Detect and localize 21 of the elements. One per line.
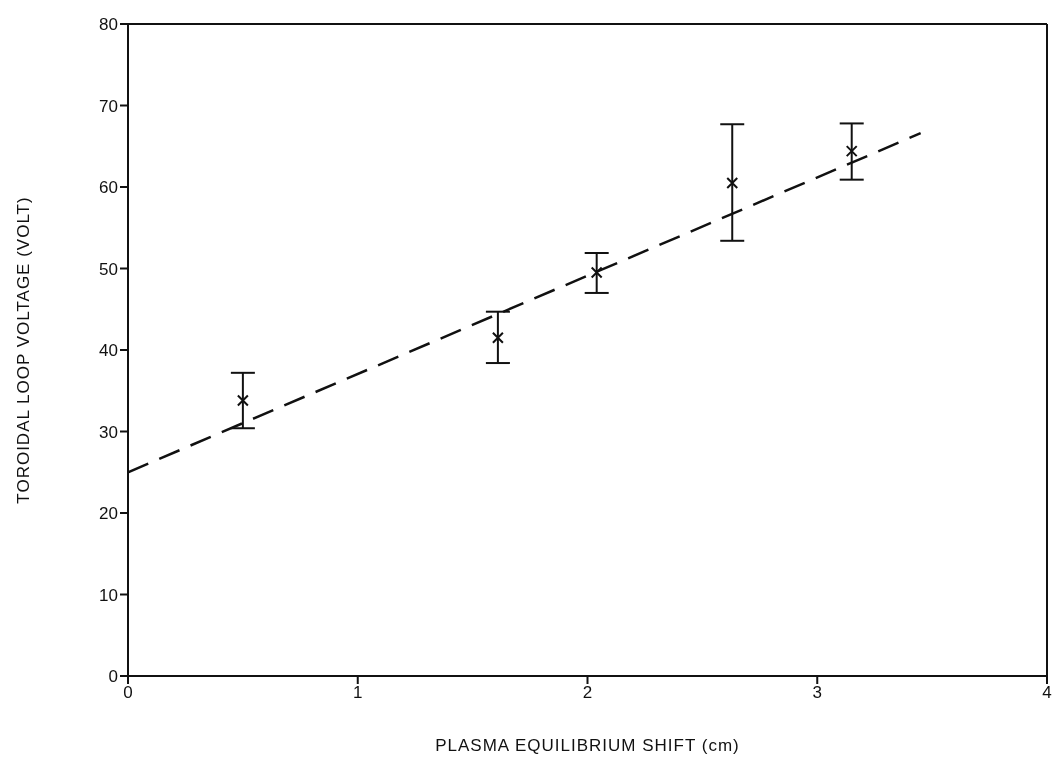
y-tick-label: 0 xyxy=(108,667,118,687)
x-tick-label: 0 xyxy=(123,683,133,703)
x-tick-label: 2 xyxy=(582,683,593,703)
x-axis-title: PLASMA EQUILIBRIUM SHIFT (cm) xyxy=(435,736,740,755)
x-tick-label: 3 xyxy=(812,683,822,703)
y-tick-label: 10 xyxy=(99,585,118,605)
y-tick-label: 20 xyxy=(99,504,118,524)
y-axis-title: TOROIDAL LOOP VOLTAGE (VOLT) xyxy=(14,196,34,504)
y-tick-label: 70 xyxy=(99,96,118,116)
point xyxy=(590,266,603,279)
point xyxy=(491,331,504,344)
point xyxy=(236,394,249,407)
x-tick-label: 1 xyxy=(353,683,363,703)
x-tick-label: 4 xyxy=(1042,683,1052,703)
point xyxy=(845,145,858,158)
point xyxy=(726,176,739,189)
y-tick-label: 40 xyxy=(99,341,118,361)
y-tick-label: 80 xyxy=(99,15,118,35)
y-tick-label: 60 xyxy=(99,178,118,198)
y-tick-label: 30 xyxy=(99,422,118,442)
y-tick-label: 50 xyxy=(99,259,118,279)
